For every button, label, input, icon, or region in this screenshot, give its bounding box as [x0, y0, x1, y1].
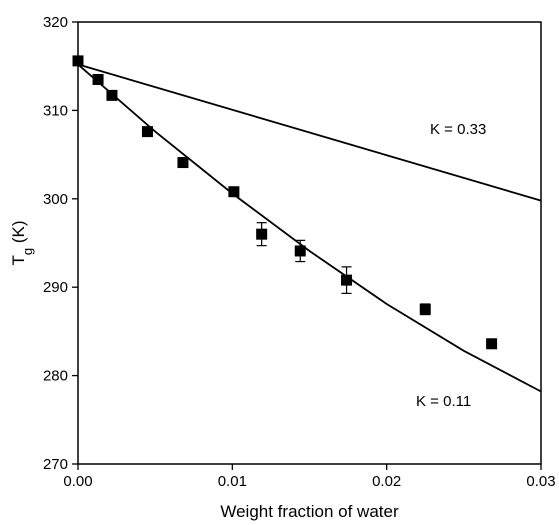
axes	[77, 21, 542, 465]
data-point	[256, 228, 268, 240]
y-axis-title-symbol: T	[9, 255, 28, 265]
data-point	[294, 245, 306, 257]
data-points	[72, 55, 498, 350]
data-point	[141, 126, 153, 138]
y-tick-label: 310	[43, 102, 68, 119]
y-axis-title-unit: (K)	[9, 220, 28, 247]
data-point	[92, 73, 104, 85]
data-point	[106, 89, 118, 101]
curve-k011	[77, 63, 542, 393]
y-tick-label: 300	[43, 191, 68, 208]
y-tick-label: 280	[43, 368, 68, 385]
curve-label-k011: K = 0.11	[416, 393, 471, 410]
x-tick-label: 0.03	[526, 473, 555, 490]
x-axis-title: Weight fraction of water	[220, 502, 399, 521]
data-point	[486, 338, 498, 350]
y-tick-label: 270	[43, 456, 68, 473]
x-tick-label: 0.01	[218, 473, 247, 490]
data-point	[341, 274, 353, 286]
y-tick-label: 320	[43, 14, 68, 31]
plot-frame	[77, 21, 542, 465]
curve-label-k033: K = 0.33	[430, 121, 486, 138]
ticks: 0.00 0.01 0.02 0.03 270 280 290 300 310 320	[43, 14, 556, 490]
y-tick-label: 290	[43, 279, 68, 296]
data-point	[72, 55, 84, 67]
y-axis-title: Tg (K)	[9, 220, 35, 265]
x-tick-label: 0.02	[372, 473, 401, 490]
data-point	[177, 157, 189, 169]
data-point	[419, 303, 431, 315]
data-point	[228, 186, 240, 198]
curve-k033	[77, 63, 542, 202]
x-tick-label: 0.00	[63, 473, 92, 490]
y-axis-title-subscript: g	[20, 248, 35, 255]
model-curves	[77, 63, 542, 393]
